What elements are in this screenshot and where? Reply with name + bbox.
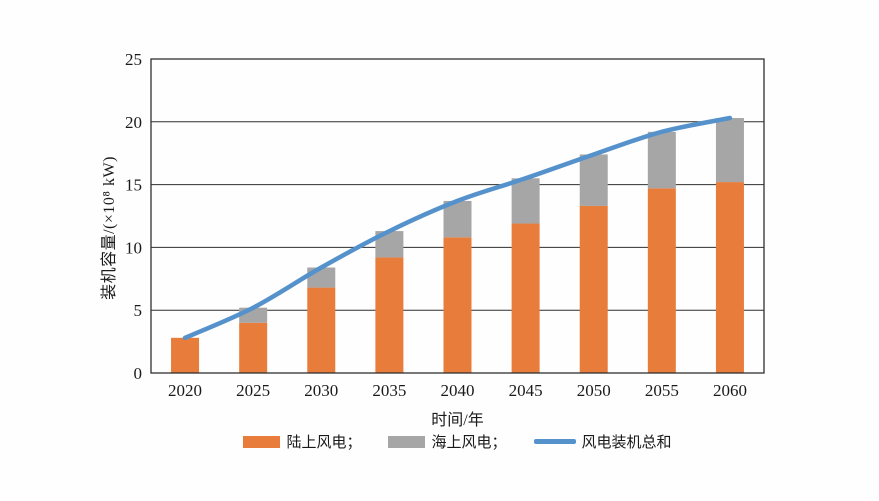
legend-label-offshore: 海上风电； (431, 435, 507, 451)
x-tick-label: 2020 (168, 381, 202, 400)
x-axis-title: 时间/年 (431, 412, 484, 429)
legend-item-onshore: 陆上风电； (243, 431, 361, 452)
y-tick-label: 0 (134, 364, 143, 383)
bar-segment-onshore (579, 205, 608, 373)
plot-frame (150, 58, 765, 374)
bar-segment-offshore (511, 178, 540, 224)
y-tick-label: 10 (125, 238, 142, 257)
bar-segment-onshore (647, 188, 676, 373)
bar-segment-onshore (375, 257, 404, 373)
bar-segment-onshore (443, 237, 472, 373)
bar-segment-onshore (307, 287, 336, 373)
bar-segment-offshore (307, 267, 336, 288)
legend: 陆上风电； 海上风电； 风电装机总和 (151, 431, 764, 452)
total-capacity-line (182, 115, 733, 341)
onshore-swatch-icon (243, 435, 281, 448)
x-tick-label: 2060 (713, 381, 747, 400)
legend-label-total: 风电装机总和 (581, 435, 672, 451)
bar-segment-onshore (715, 182, 744, 373)
x-tick-label: 2030 (304, 381, 338, 400)
bar-segment-offshore (647, 131, 676, 189)
y-tick-label: 20 (125, 113, 142, 132)
total-line-swatch-icon (533, 439, 576, 444)
y-tick-label: 25 (125, 50, 142, 69)
y-tick-label: 5 (134, 301, 143, 320)
x-tick-label: 2035 (372, 381, 406, 400)
bar-segment-offshore (715, 118, 744, 183)
x-tick-label: 2040 (441, 381, 475, 400)
offshore-swatch-icon (388, 435, 426, 448)
x-tick-label: 2025 (236, 381, 270, 400)
x-tick-label: 2055 (645, 381, 679, 400)
bar-segment-onshore (511, 223, 540, 373)
bar-segment-onshore (171, 337, 200, 373)
x-tick-label: 2045 (509, 381, 543, 400)
y-tick-label: 15 (125, 176, 142, 195)
legend-label-onshore: 陆上风电； (286, 435, 362, 451)
bar-segment-onshore (239, 322, 268, 373)
legend-item-total: 风电装机总和 (533, 431, 672, 452)
legend-item-offshore: 海上风电； (388, 431, 507, 452)
x-tick-label: 2050 (577, 381, 611, 400)
bar-segment-offshore (579, 154, 608, 206)
